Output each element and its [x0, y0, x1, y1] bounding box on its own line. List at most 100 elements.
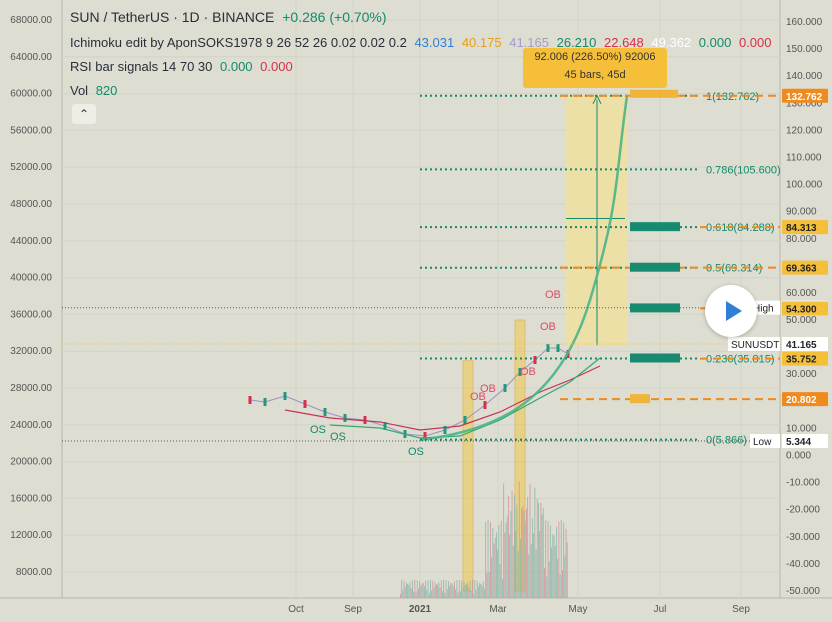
volume-bar [500, 520, 502, 598]
left-tick-label: 16000.00 [10, 493, 52, 504]
level-tag [630, 89, 678, 98]
left-tick-label: 36000.00 [10, 309, 52, 320]
left-tick-label: 32000.00 [10, 346, 52, 357]
candle [503, 384, 507, 392]
volume-bar [539, 530, 541, 598]
volume-bar [485, 521, 487, 598]
left-tick-label: 44000.00 [10, 236, 52, 247]
rsi-value: 0.000 [220, 59, 253, 74]
volume-bar [480, 583, 482, 598]
volume-bar [436, 584, 437, 598]
right-tick-label: 60.000 [786, 288, 817, 299]
right-tick-label: -10.000 [786, 478, 820, 489]
level-tag [630, 262, 680, 272]
os-signal: OS [330, 431, 346, 443]
volume-bar [527, 496, 529, 598]
price-badge [782, 336, 828, 351]
volume-bar [490, 522, 491, 598]
volume-bar [433, 587, 435, 598]
volume-bar [432, 580, 434, 598]
volume-bar [415, 592, 417, 598]
candle [383, 422, 387, 430]
measure-line1: 92.006 (226.50%) 92006 [534, 51, 656, 63]
volume-bar [479, 582, 481, 598]
price-tag-label: SUNUSDT [731, 340, 779, 351]
x-tick-label: Jul [654, 604, 667, 615]
price-badge-label: 35.752 [786, 355, 817, 366]
volume-bar [528, 554, 530, 598]
volume-bar [553, 535, 555, 598]
ichimoku-legend[interactable]: Ichimoku edit by AponSOKS1978 9 26 52 26… [70, 35, 776, 50]
volume-bar [475, 589, 477, 598]
play-icon[interactable] [705, 285, 757, 337]
volume-bar [564, 555, 566, 598]
right-tick-label: 160.000 [786, 17, 823, 28]
right-tick-label: -30.000 [786, 532, 820, 543]
left-tick-label: 8000.00 [16, 567, 53, 578]
left-tick-label: 40000.00 [10, 273, 52, 284]
x-tick-label: Mar [489, 604, 507, 615]
collapse-legend-button[interactable]: ⌃ [72, 104, 96, 124]
rsi-legend[interactable]: RSI bar signals 14 70 30 0.000 0.000 [70, 59, 297, 74]
volume-bar [424, 586, 425, 598]
price-badge [782, 88, 828, 103]
volume-bar [550, 525, 551, 598]
volume-bar [484, 588, 485, 598]
ob-signal: OB [480, 383, 496, 395]
volume-bar [443, 579, 445, 598]
ob-signal: OB [540, 321, 556, 333]
price-badge [782, 220, 828, 235]
volume-bar [401, 579, 403, 598]
candle [423, 432, 427, 440]
left-tick-label: 24000.00 [10, 420, 52, 431]
left-tick-label: 52000.00 [10, 162, 52, 173]
volume-bar [511, 490, 513, 598]
right-tick-label: -20.000 [786, 505, 820, 516]
volume-bar [408, 585, 410, 598]
volume-bar [431, 590, 433, 598]
level-tag [630, 394, 650, 404]
price-badge [782, 260, 828, 275]
ichimoku-baseline [284, 365, 601, 431]
price-badge-label: 132.762 [786, 92, 823, 103]
volume-bar [557, 559, 559, 598]
right-tick-label: -50.000 [786, 586, 820, 597]
volume-bar [496, 532, 497, 598]
plot-area [62, 0, 780, 598]
volume-bar [449, 586, 451, 598]
ichimoku-value: 26.210 [556, 35, 597, 50]
volume-bar [428, 593, 430, 598]
volume-bar [538, 502, 539, 598]
candle [263, 398, 267, 406]
chevron-up-icon: ⌃ [78, 107, 90, 121]
right-tick-label: 0.000 [786, 451, 811, 462]
price-tag [750, 434, 780, 449]
volume-bar [454, 581, 455, 598]
price-change: +0.286 (+0.70%) [282, 9, 387, 25]
volume-bar [455, 589, 457, 598]
right-tick-label: 10.000 [786, 423, 817, 434]
candle [323, 408, 327, 416]
volume-bar [521, 508, 523, 598]
volume-bar [558, 521, 560, 598]
candle [343, 414, 347, 422]
measure-line2: 45 bars, 45d [564, 69, 626, 81]
vol-value: 820 [95, 83, 118, 98]
price-tag-label: High [753, 304, 774, 315]
level-tag [630, 353, 680, 363]
left-tick-label: 48000.00 [10, 199, 52, 210]
fib-level-label: 0.786(105.600) [706, 164, 781, 176]
volume-bar [518, 481, 520, 598]
volume-bar [434, 582, 436, 598]
volume-bar [512, 545, 514, 598]
volume-bar [430, 579, 431, 598]
volume-legend[interactable]: Vol 820 [70, 83, 121, 98]
volume-bar [412, 580, 413, 598]
price-badge-label: 5.344 [786, 437, 811, 448]
candle [533, 356, 537, 364]
symbol-header[interactable]: SUN / TetherUS · 1D · BINANCE +0.286 (+0… [70, 9, 391, 25]
volume-bar [522, 505, 524, 598]
left-tick-label: 28000.00 [10, 383, 52, 394]
volume-bar [458, 579, 460, 598]
